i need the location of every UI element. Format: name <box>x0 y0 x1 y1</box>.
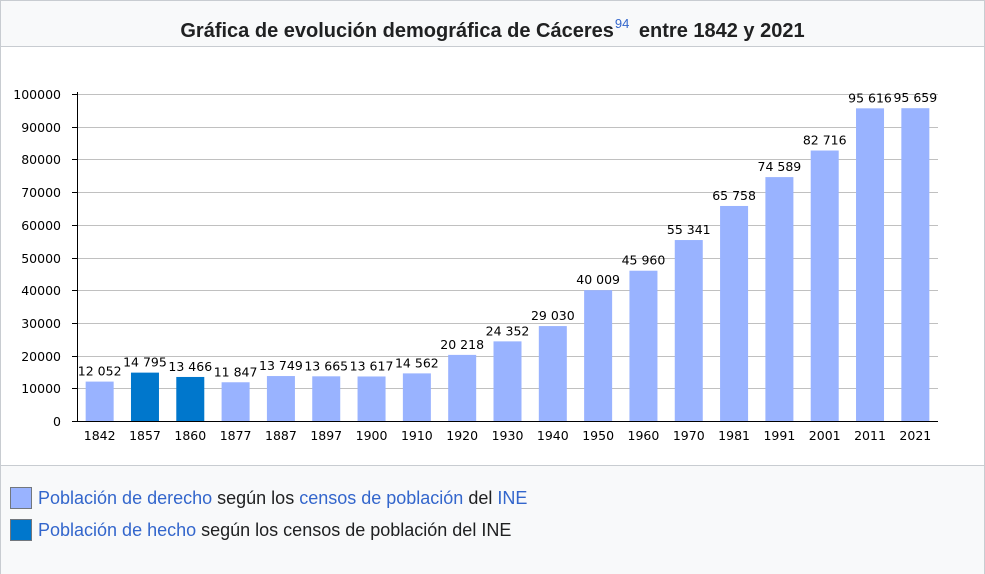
link-poblacion-de-derecho[interactable]: Población de derecho <box>38 488 213 508</box>
x-tick-label: 1900 <box>356 428 388 443</box>
x-tick-label: 1910 <box>401 428 433 443</box>
x-tick-label: 1991 <box>763 428 795 443</box>
y-tick-label: 100000 <box>13 87 61 102</box>
x-tick-label: 1842 <box>84 428 116 443</box>
data-label: 13 749 <box>259 358 303 373</box>
link-ine[interactable]: INE <box>497 488 528 508</box>
x-tick-label: 1897 <box>310 428 342 443</box>
link-poblacion-de-hecho[interactable]: Población de hecho <box>38 520 197 540</box>
y-tick-label: 50000 <box>21 251 61 266</box>
citation-link[interactable]: 94 <box>614 16 630 31</box>
legend-swatch-derecho <box>10 487 32 509</box>
bars <box>85 108 930 421</box>
data-label: 95 616 <box>848 90 892 105</box>
data-label: 45 960 <box>622 253 666 268</box>
x-tick-label: 1960 <box>628 428 660 443</box>
x-tick-label: 1970 <box>673 428 705 443</box>
x-tick-label: 2011 <box>854 428 886 443</box>
data-label: 11 847 <box>214 364 258 379</box>
bar <box>901 108 930 421</box>
data-label: 14 562 <box>395 355 439 370</box>
bar <box>312 376 341 421</box>
x-tick-label: 2001 <box>809 428 841 443</box>
y-tick-label: 0 <box>53 414 61 429</box>
data-label: 29 030 <box>531 308 575 323</box>
chart-title-suffix: entre 1842 y 2021 <box>638 20 805 42</box>
legend-text: según los censos de población del INE <box>196 520 512 540</box>
bar <box>720 205 749 421</box>
y-tick-label: 60000 <box>21 218 61 233</box>
y-tick-label: 80000 <box>21 152 61 167</box>
x-tick-label: 1887 <box>265 428 297 443</box>
y-tick-label: 40000 <box>21 283 61 298</box>
bar <box>629 270 658 421</box>
legend-text: según los <box>212 488 300 508</box>
x-tick-label: 1930 <box>492 428 524 443</box>
x-tick-label: 1950 <box>582 428 614 443</box>
legend-item-derecho: Población de derecho según los censos de… <box>10 486 527 510</box>
data-label: 13 665 <box>304 358 348 373</box>
legend: Población de derecho según los censos de… <box>1 465 984 574</box>
bar <box>130 372 159 421</box>
legend-text: del <box>463 488 498 508</box>
data-label: 40 009 <box>576 272 620 287</box>
data-label: 65 758 <box>712 188 756 203</box>
bar <box>538 326 567 421</box>
bar <box>402 373 431 421</box>
data-label: 14 795 <box>123 355 167 370</box>
bar <box>674 240 703 421</box>
data-label: 74 589 <box>758 159 802 174</box>
bar <box>221 382 250 421</box>
bar <box>357 376 386 421</box>
data-label: 12 052 <box>78 364 122 379</box>
x-tick-label: 2021 <box>899 428 931 443</box>
data-label: 55 341 <box>667 222 711 237</box>
bar <box>810 150 839 421</box>
x-tick-label: 1857 <box>129 428 161 443</box>
gridlines <box>77 94 938 389</box>
chart-title: Gráfica de evolución demográfica de Cáce… <box>1 1 984 47</box>
data-label: 13 617 <box>350 358 394 373</box>
y-tick-label: 90000 <box>21 120 61 135</box>
y-tick-label: 10000 <box>21 381 61 396</box>
bar <box>856 108 885 421</box>
x-tick-label: 1860 <box>174 428 206 443</box>
x-tick-label: 1981 <box>718 428 750 443</box>
y-tick-label: 30000 <box>21 316 61 331</box>
bar <box>176 376 205 421</box>
bar <box>765 177 794 421</box>
x-tick-label: 1940 <box>537 428 569 443</box>
bar <box>584 290 613 421</box>
data-label: 95 659 <box>893 90 937 105</box>
legend-swatch-hecho <box>10 519 32 541</box>
x-tick-label: 1920 <box>446 428 478 443</box>
data-label: 20 218 <box>440 337 484 352</box>
bar <box>448 354 477 421</box>
x-tick-label: 1877 <box>220 428 252 443</box>
data-label: 13 466 <box>168 359 212 374</box>
axes: 0 10000 20000 30000 40000 50000 60000 70000 8000… <box>13 87 938 443</box>
link-censos-de-poblacion[interactable]: censos de población <box>299 488 464 508</box>
y-tick-label: 70000 <box>21 185 61 200</box>
bar <box>266 376 295 421</box>
y-tick-label: 20000 <box>21 349 61 364</box>
legend-item-hecho: Población de hecho según los censos de p… <box>10 518 511 542</box>
data-label: 82 716 <box>803 133 847 148</box>
data-label: 24 352 <box>486 323 530 338</box>
chart-title-text: Gráfica de evolución demográfica de Cáce… <box>180 20 614 42</box>
bar <box>85 381 114 421</box>
bar <box>493 341 522 421</box>
population-bar-chart: 0 10000 20000 30000 40000 50000 60000 70000 8000… <box>13 87 938 443</box>
